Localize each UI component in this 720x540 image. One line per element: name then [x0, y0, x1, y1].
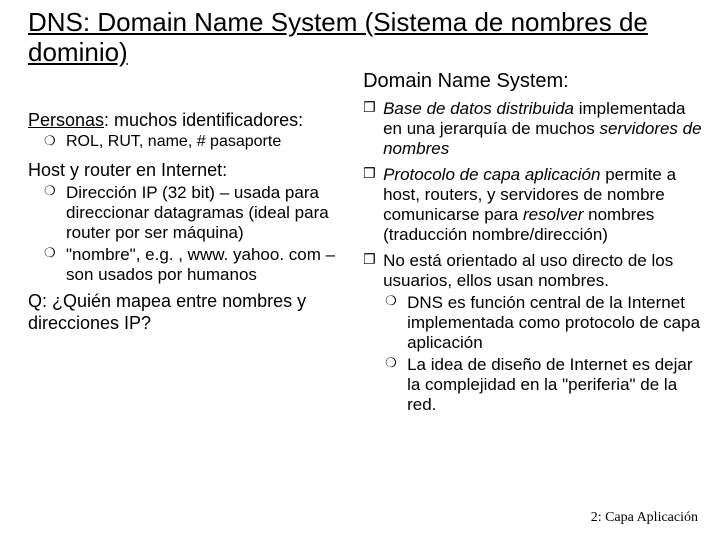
right-bullet-1: Base de datos distribuida implementada e… — [363, 99, 702, 159]
b3-t1: No está orientado al uso directo de los … — [383, 251, 673, 290]
personas-rest: : muchos identificadores: — [104, 110, 303, 130]
b2-i1: Protocolo de capa aplicación — [383, 165, 600, 184]
host-sublist: Dirección IP (32 bit) – usada para direc… — [42, 183, 357, 285]
right-heading: Domain Name System: — [363, 70, 702, 93]
b1-i1: Base de datos distribuida — [383, 99, 574, 118]
personas-sublist: ROL, RUT, name, # pasaporte — [42, 133, 357, 152]
personas-line: Personas: muchos identificadores: — [28, 110, 357, 131]
b2-i2: resolver — [523, 205, 583, 224]
host-line: Host y router en Internet: — [28, 160, 357, 181]
right-bullet-2: Protocolo de capa aplicación permite a h… — [363, 165, 702, 245]
content-columns: Personas: muchos identificadores: ROL, R… — [28, 70, 702, 416]
b3-sub-2: La idea de diseño de Internet es dejar l… — [383, 355, 702, 415]
b3-sub-1: DNS es función central de la Internet im… — [383, 293, 702, 353]
right-bullets: Base de datos distribuida implementada e… — [363, 99, 702, 416]
b3-sublist: DNS es función central de la Internet im… — [383, 293, 702, 415]
right-column: Domain Name System: Base de datos distri… — [357, 70, 702, 416]
host-item-1: Dirección IP (32 bit) – usada para direc… — [42, 183, 357, 243]
slide-title: DNS: Domain Name System (Sistema de nomb… — [28, 8, 702, 68]
personas-sub-item: ROL, RUT, name, # pasaporte — [42, 133, 357, 152]
left-column: Personas: muchos identificadores: ROL, R… — [28, 70, 357, 334]
footer-label: 2: Capa Aplicación — [591, 510, 698, 526]
personas-lead: Personas — [28, 110, 104, 130]
host-item-2: "nombre", e.g. , www. yahoo. com – son u… — [42, 245, 357, 285]
question-line: Q: ¿Quién mapea entre nombres y direccio… — [28, 291, 357, 333]
right-bullet-3: No está orientado al uso directo de los … — [363, 251, 702, 415]
